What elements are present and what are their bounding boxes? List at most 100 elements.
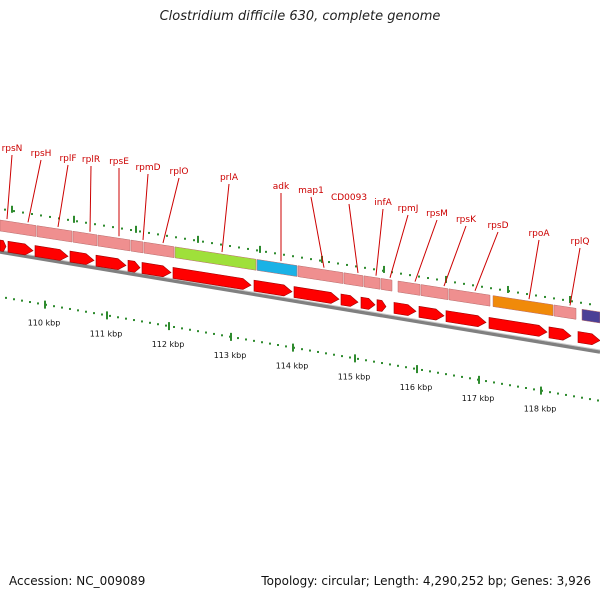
- scale-label-113-kbp: 113 kbp: [214, 351, 247, 360]
- gene-arrow-8: [253, 279, 293, 297]
- minor-tick: [109, 314, 111, 317]
- genome-summary: Topology: circular; Length: 4,290,252 bp…: [261, 574, 591, 588]
- minor-tick: [454, 281, 456, 284]
- gene-arrow-6: [141, 262, 172, 278]
- minor-tick: [413, 367, 415, 370]
- callout-line-cd0093: [348, 203, 359, 273]
- callout-line-rpsd: [474, 231, 499, 292]
- gene-block-5: [143, 241, 175, 258]
- gene-block-10: [363, 275, 381, 290]
- gene-arrow-track: [0, 239, 600, 346]
- callout-line-rpsh: [27, 159, 42, 223]
- minor-tick: [580, 301, 582, 304]
- scale-label-114-kbp: 114 kbp: [276, 362, 309, 371]
- inner-tick-row: [5, 296, 599, 402]
- minor-tick: [165, 324, 167, 327]
- minor-tick: [490, 287, 492, 290]
- scale-label-116-kbp: 116 kbp: [400, 383, 433, 392]
- callout-line-rpsm: [414, 219, 438, 282]
- major-tick: [73, 215, 75, 223]
- callout-line-rpoa: [528, 239, 540, 300]
- callout-line-rplq: [569, 247, 581, 306]
- minor-tick: [328, 261, 330, 264]
- gene-block-6: [174, 246, 257, 271]
- minor-tick: [157, 233, 159, 236]
- minor-tick: [355, 265, 357, 268]
- gene-arrow-16: [488, 317, 548, 337]
- minor-tick: [21, 299, 23, 302]
- minor-tick: [130, 229, 132, 232]
- minor-tick: [549, 391, 551, 394]
- minor-tick: [364, 266, 366, 269]
- gene-arrow-17: [548, 326, 572, 341]
- scale-label-110-kbp: 110 kbp: [28, 319, 61, 328]
- minor-tick: [597, 399, 599, 402]
- minor-tick: [133, 319, 135, 322]
- minor-tick: [141, 320, 143, 323]
- minor-tick: [325, 352, 327, 355]
- callout-line-rplo: [162, 177, 180, 244]
- minor-tick: [405, 366, 407, 369]
- minor-tick: [437, 371, 439, 374]
- callout-line-map1: [310, 196, 325, 268]
- major-tick: [168, 322, 170, 331]
- minor-tick: [121, 227, 123, 230]
- gene-arrow-4: [95, 254, 127, 270]
- minor-tick: [202, 240, 204, 243]
- gene-label-rpsh: rpsH: [31, 149, 52, 159]
- minor-tick: [283, 253, 285, 256]
- minor-tick: [93, 312, 95, 315]
- major-tick: [197, 235, 199, 243]
- gene-arrow-11: [360, 296, 376, 310]
- minor-tick: [346, 263, 348, 266]
- minor-tick: [301, 348, 303, 351]
- major-tick: [292, 343, 294, 352]
- minor-tick: [285, 345, 287, 348]
- minor-tick: [463, 282, 465, 285]
- minor-tick: [238, 246, 240, 249]
- gene-arrow-9: [293, 286, 340, 304]
- minor-tick: [381, 362, 383, 365]
- minor-tick: [213, 332, 215, 335]
- major-tick: [354, 354, 356, 363]
- gene-block-12: [397, 280, 421, 296]
- minor-tick: [125, 317, 127, 320]
- gene-label-rplq: rplQ: [571, 237, 590, 247]
- callout-line-rpmj: [389, 214, 409, 278]
- minor-tick: [301, 256, 303, 259]
- minor-tick: [37, 302, 39, 305]
- feature-track: [0, 219, 600, 324]
- minor-tick: [429, 370, 431, 373]
- minor-tick: [31, 213, 33, 216]
- minor-tick: [485, 380, 487, 383]
- minor-tick: [589, 303, 591, 306]
- minor-tick: [581, 396, 583, 399]
- minor-tick: [69, 307, 71, 310]
- minor-tick: [589, 398, 591, 401]
- minor-tick: [237, 337, 239, 340]
- callout-line-rpmd: [142, 173, 149, 240]
- minor-tick: [184, 237, 186, 240]
- major-tick: [478, 375, 480, 384]
- callout-line-rplf: [57, 164, 69, 227]
- major-tick: [106, 311, 108, 320]
- minor-tick: [13, 210, 15, 213]
- gene-label-map1: map1: [298, 186, 324, 196]
- gene-block-13: [420, 284, 449, 300]
- minor-tick: [526, 293, 528, 296]
- major-tick: [230, 332, 232, 341]
- minor-tick: [229, 245, 231, 248]
- minor-tick: [277, 344, 279, 347]
- callout-line-prla: [221, 183, 230, 253]
- minor-tick: [292, 255, 294, 258]
- scale-label-117-kbp: 117 kbp: [462, 394, 495, 403]
- gene-block-2: [72, 230, 98, 247]
- gene-arrow-2: [34, 245, 69, 261]
- callout-line-rplr: [89, 165, 92, 232]
- minor-tick: [535, 294, 537, 297]
- minor-tick: [317, 350, 319, 353]
- gene-label-rpsd: rpsD: [487, 221, 508, 231]
- gene-block-8: [297, 265, 344, 284]
- callout-line-rpsk: [443, 225, 467, 287]
- scale-label-112-kbp: 112 kbp: [152, 340, 185, 349]
